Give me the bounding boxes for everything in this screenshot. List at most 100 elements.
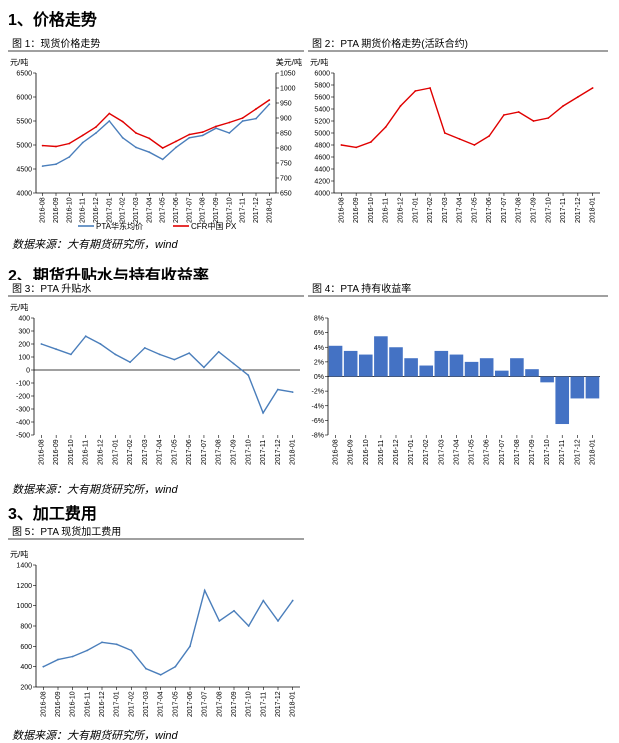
y-tick-label: 4800: [314, 143, 330, 150]
chart-title: 图 2：PTA 期货价格走势(活跃合约): [312, 37, 468, 50]
bar: [494, 370, 509, 377]
y2-tick-label: 800: [280, 146, 292, 153]
data-point: [241, 120, 244, 122]
x-tick-label: 2017-11: [260, 692, 267, 717]
x-tick-label: 2017-02: [120, 197, 127, 223]
x-tick-label: 2016-11: [383, 198, 390, 223]
x-tick-label: 2018-01: [290, 439, 297, 465]
data-point: [68, 156, 71, 158]
bar: [449, 354, 464, 377]
data-point: [145, 667, 147, 670]
data-point: [203, 589, 206, 592]
data-point: [247, 374, 250, 377]
y-tick-label: 1200: [16, 583, 32, 590]
x-tick-label: 2017-04: [457, 197, 464, 223]
y-tick-label: 0%: [314, 374, 324, 381]
x-tick-label: 2017-07: [201, 439, 208, 465]
y-tick-label: 4%: [314, 345, 324, 352]
x-tick-label: 2016-08: [40, 197, 47, 223]
data-point: [291, 391, 294, 393]
data-point: [355, 146, 358, 149]
series-line-1: [341, 87, 593, 149]
title-bar: [308, 280, 608, 296]
data-point: [473, 144, 476, 146]
x-tick-label: 2017-03: [133, 197, 140, 223]
data-point: [458, 138, 461, 140]
x-tick-label: 2017-05: [171, 439, 178, 465]
x-tick-label: 2017-01: [114, 691, 121, 717]
y-tick-label: 4000: [314, 191, 330, 198]
bar: [464, 361, 479, 377]
y-tick-label: 4400: [314, 167, 330, 174]
y-tick-label: -300: [16, 407, 30, 414]
data-point: [121, 120, 124, 123]
x-tick-label: 2016-09: [55, 691, 62, 717]
x-tick-label: 2016-12: [99, 691, 106, 717]
y-tick-label: 1400: [16, 563, 32, 570]
x-tick-label: 2017-04: [146, 197, 153, 223]
y-tick-label: 100: [18, 355, 30, 362]
y-tick-label: 4500: [16, 167, 32, 174]
x-tick-label: 2018-01: [266, 197, 273, 223]
bar: [328, 345, 343, 377]
chart-title: 图 1：现货价格走势: [12, 37, 100, 50]
data-point: [384, 126, 387, 128]
x-tick-label: 2016-12: [93, 197, 100, 223]
data-point: [532, 120, 535, 122]
data-point: [55, 145, 57, 148]
data-point: [247, 625, 250, 627]
title-bar: [308, 35, 608, 51]
x-tick-label: 2017-10: [226, 197, 233, 223]
x-tick-label: 2017-07: [501, 197, 508, 223]
y2-tick-label: 650: [280, 191, 292, 198]
x-tick-label: 2017-09: [213, 197, 220, 223]
chart-svg-2: 图 2：PTA 期货价格走势(活跃合约) 元/吨 4000 4200 4400 4600 4…: [308, 35, 608, 223]
x-tick-label: 2016-10: [368, 197, 375, 223]
chart-panel-5: 图 5：PTA 现货加工费用 元/吨 200 400 600 800 1000 1200 140…: [8, 523, 304, 723]
y-tick-label: 5500: [16, 119, 32, 126]
x-tick-label: 2016-11: [378, 440, 385, 465]
x-tick-label: 2016-09: [53, 197, 60, 223]
bar: [555, 376, 570, 425]
y2-tick-label: 950: [280, 101, 292, 108]
y-tick-label: -2%: [312, 389, 324, 396]
bar: [525, 369, 539, 377]
data-point: [277, 620, 279, 622]
y-tick-label: 5000: [314, 131, 330, 138]
y2-tick-label: 1050: [280, 71, 296, 78]
data-point: [276, 388, 279, 391]
data-point: [148, 151, 151, 154]
x-tick-label: 2017-10: [245, 439, 252, 465]
data-point: [268, 99, 271, 101]
x-tick-label: 2016-11: [83, 440, 90, 465]
x-tick-label: 2017-06: [484, 439, 491, 465]
chart-panel-2: 图 2：PTA 期货价格走势(活跃合约) 元/吨 4000 4200 4400 4600 4…: [308, 35, 608, 235]
y-tick-label: 6000: [16, 95, 32, 102]
data-point: [81, 141, 84, 144]
x-tick-label: 2016-08: [38, 439, 45, 465]
x-tick-label: 2017-09: [231, 439, 238, 465]
x-tick-label: 2017-02: [127, 439, 134, 465]
data-point: [41, 144, 44, 147]
x-tick-label: 2017-06: [187, 691, 194, 717]
y2-tick-label: 700: [280, 176, 292, 183]
y-tick-label: 0: [26, 368, 30, 375]
data-point: [55, 348, 58, 351]
data-point: [130, 649, 133, 652]
data-point: [443, 132, 446, 134]
x-tick-label: 2017-12: [253, 197, 260, 223]
x-tick-label: 2016-08: [40, 691, 47, 717]
source-note-2: 数据来源：大有期货研究所，wind: [12, 484, 178, 496]
data-point: [562, 105, 564, 107]
data-point: [547, 117, 550, 119]
data-point: [488, 135, 491, 137]
x-tick-label: 2017-01: [106, 197, 113, 223]
x-tick-label: 2017-03: [442, 197, 449, 223]
x-tick-label: 2017-05: [469, 439, 476, 465]
series-line-1: [41, 335, 293, 415]
x-tick-label: 2017-08: [216, 439, 223, 465]
data-point: [70, 353, 72, 356]
y-tick-label: 200: [18, 342, 30, 349]
